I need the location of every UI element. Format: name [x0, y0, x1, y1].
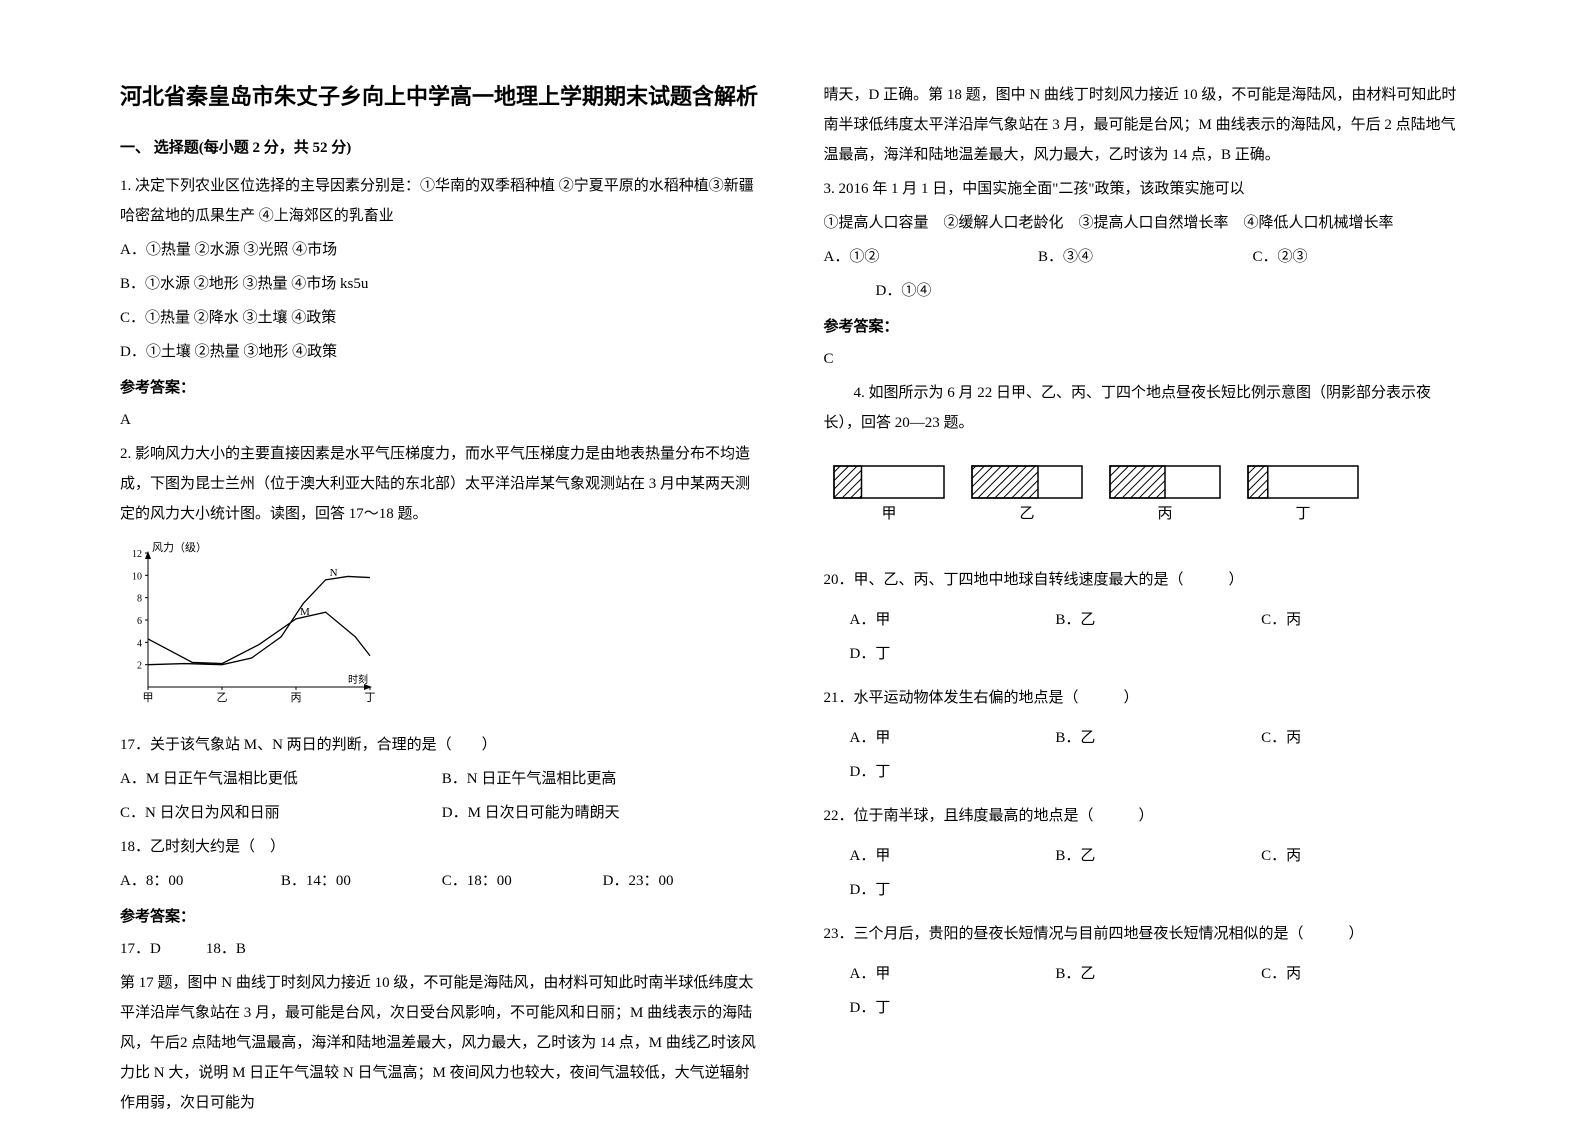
q21-c: C．丙 [1261, 723, 1467, 753]
q22-c: C．丙 [1261, 841, 1467, 871]
q17-b: B．N 日正午气温相比更高 [442, 764, 764, 794]
svg-text:甲: 甲 [143, 692, 154, 704]
daynight-diagram-svg: 甲乙丙丁 [824, 456, 1444, 536]
q18-b: B．14：00 [281, 866, 442, 896]
svg-text:甲: 甲 [881, 506, 896, 522]
q23-c: C．丙 [1261, 959, 1467, 989]
svg-text:丁: 丁 [1295, 506, 1310, 522]
q23-a: A．甲 [824, 959, 1056, 989]
q3-opts-row1: A．①② B．③④ C．②③ [824, 242, 1468, 272]
svg-text:丁: 丁 [365, 692, 376, 704]
svg-text:12: 12 [132, 549, 142, 560]
svg-text:10: 10 [132, 571, 142, 582]
q2-explain1: 第 17 题，图中 N 曲线丁时刻风力接近 10 级，不可能是海陆风，由材料可知… [120, 968, 764, 1118]
q20-a: A．甲 [824, 605, 1056, 635]
q17-a: A．M 日正午气温相比更低 [120, 764, 442, 794]
section1-header: 一、 选择题(每小题 2 分，共 52 分) [120, 133, 764, 163]
q23-opts: A．甲 B．乙 C．丙 [824, 959, 1468, 989]
q20-b: B．乙 [1055, 605, 1261, 635]
q1-opt-c: C．①热量 ②降水 ③土壤 ④政策 [120, 303, 764, 333]
svg-text:2: 2 [137, 661, 142, 672]
svg-text:丙: 丙 [291, 692, 302, 704]
svg-text:M: M [300, 606, 310, 618]
q4-stem: 4. 如图所示为 6 月 22 日甲、乙、丙、丁四个地点昼夜长短比例示意图（阴影… [824, 378, 1468, 438]
svg-text:8: 8 [137, 594, 142, 605]
q3-d: D．①④ [824, 276, 1468, 306]
q20-stem: 20．甲、乙、丙、丁四地中地球自转线速度最大的是（ ） [824, 565, 1468, 595]
svg-text:乙: 乙 [1019, 506, 1034, 522]
q21-opts: A．甲 B．乙 C．丙 [824, 723, 1468, 753]
q22-opts: A．甲 B．乙 C．丙 [824, 841, 1468, 871]
q18-a: A．8：00 [120, 866, 281, 896]
q22-d: D．丁 [824, 875, 1468, 905]
q2-explain-cont: 晴天，D 正确。第 18 题，图中 N 曲线丁时刻风力接近 10 级，不可能是海… [824, 80, 1468, 170]
q18-d: D．23：00 [603, 866, 764, 896]
q17-stem: 17．关于该气象站 M、N 两日的判断，合理的是（ ） [120, 730, 764, 760]
q21-d: D．丁 [824, 757, 1468, 787]
q21-b: B．乙 [1055, 723, 1261, 753]
q1-opt-b: B．①水源 ②地形 ③热量 ④市场 ks5u [120, 269, 764, 299]
svg-text:风力（级）: 风力（级） [152, 541, 207, 554]
svg-text:N: N [330, 567, 338, 579]
q23-b: B．乙 [1055, 959, 1261, 989]
wind-chart-svg: 风力（级） 2 4 6 8 10 12 甲 乙 丙 丁 时刻 M N [120, 539, 380, 709]
svg-text:6: 6 [137, 616, 142, 627]
q22-b: B．乙 [1055, 841, 1261, 871]
q20-d: D．丁 [824, 639, 1468, 669]
q2-answer-line: 17．D 18．B [120, 934, 764, 964]
q4-diagram: 甲乙丙丁 [824, 456, 1468, 547]
q3-answer-label: 参考答案： [824, 312, 1468, 342]
q18-c: C．18：00 [442, 866, 603, 896]
q3-c: C．②③ [1253, 242, 1468, 272]
q2-chart: 风力（级） 2 4 6 8 10 12 甲 乙 丙 丁 时刻 M N [120, 539, 764, 720]
q3-items: ①提高人口容量 ②缓解人口老龄化 ③提高人口自然增长率 ④降低人口机械增长率 [824, 208, 1468, 238]
q3-a: A．①② [824, 242, 1039, 272]
q22-a: A．甲 [824, 841, 1056, 871]
q18-stem: 18．乙时刻大约是（ ） [120, 832, 764, 862]
q23-stem: 23．三个月后，贵阳的昼夜长短情况与目前四地昼夜长短情况相似的是（ ） [824, 919, 1468, 949]
q17-d: D．M 日次日可能为晴朗天 [442, 798, 764, 828]
right-column: 晴天，D 正确。第 18 题，图中 N 曲线丁时刻风力接近 10 级，不可能是海… [794, 80, 1488, 1082]
q20-c: C．丙 [1261, 605, 1467, 635]
q21-stem: 21．水平运动物体发生右偏的地点是（ ） [824, 683, 1468, 713]
svg-text:时刻: 时刻 [348, 673, 368, 686]
document-title: 河北省秦皇岛市朱丈子乡向上中学高一地理上学期期末试题含解析 [120, 80, 764, 113]
q1-opt-d: D．①土壤 ②热量 ③地形 ④政策 [120, 337, 764, 367]
q21-a: A．甲 [824, 723, 1056, 753]
q17-row2: C．N 日次日为风和日丽 D．M 日次日可能为晴朗天 [120, 798, 764, 828]
q1-stem: 1. 决定下列农业区位选择的主导因素分别是：①华南的双季稻种植 ②宁夏平原的水稻… [120, 171, 764, 231]
q1-answer: A [120, 405, 764, 435]
left-column: 河北省秦皇岛市朱丈子乡向上中学高一地理上学期期末试题含解析 一、 选择题(每小题… [100, 80, 794, 1082]
q3-answer: C [824, 344, 1468, 374]
svg-text:丙: 丙 [1157, 506, 1172, 522]
q3-b: B．③④ [1038, 242, 1253, 272]
q2-stem: 2. 影响风力大小的主要直接因素是水平气压梯度力，而水平气压梯度力是由地表热量分… [120, 439, 764, 529]
q22-stem: 22．位于南半球，且纬度最高的地点是（ ） [824, 801, 1468, 831]
q23-d: D．丁 [824, 993, 1468, 1023]
q1-answer-label: 参考答案： [120, 373, 764, 403]
q3-stem: 3. 2016 年 1 月 1 日，中国实施全面"二孩"政策，该政策实施可以 [824, 174, 1468, 204]
q17-c: C．N 日次日为风和日丽 [120, 798, 442, 828]
q17-row1: A．M 日正午气温相比更低 B．N 日正午气温相比更高 [120, 764, 764, 794]
q18-row: A．8：00 B．14：00 C．18：00 D．23：00 [120, 866, 764, 896]
q20-opts: A．甲 B．乙 C．丙 [824, 605, 1468, 635]
svg-text:4: 4 [137, 638, 142, 649]
svg-text:乙: 乙 [217, 691, 228, 704]
q2-answer-label: 参考答案： [120, 902, 764, 932]
q1-opt-a: A．①热量 ②水源 ③光照 ④市场 [120, 235, 764, 265]
